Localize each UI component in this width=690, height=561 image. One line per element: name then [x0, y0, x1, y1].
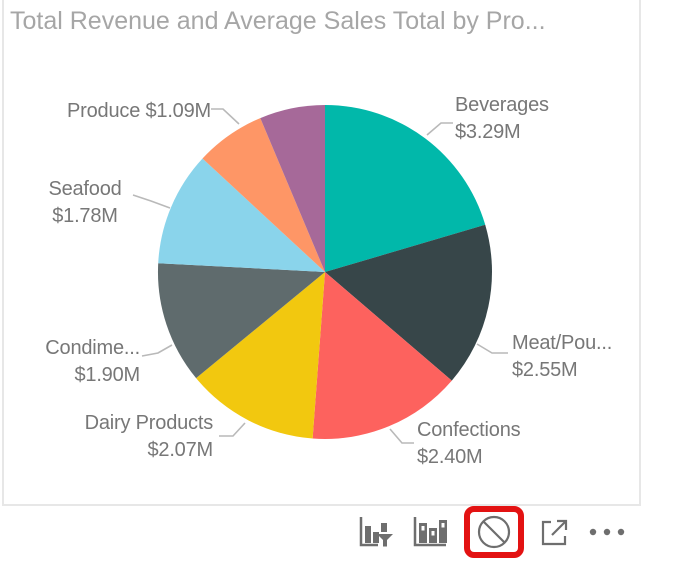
pie-label-dairy-products: Dairy Products $2.07M [84, 410, 214, 464]
visual-title: Total Revenue and Average Sales Total by… [10, 7, 546, 35]
pie-label-beverages: Beverages $3.29M [455, 92, 549, 146]
pie-slice-confections[interactable] [312, 272, 452, 439]
highlight-box [464, 506, 524, 558]
drill-filter-icon[interactable] [356, 514, 396, 550]
pie-slice-meat-pou[interactable] [325, 224, 492, 381]
pie-label-value: $1.09M [145, 100, 211, 122]
pie-label-condime: Condime... $1.90M [45, 335, 140, 389]
pie-label-value: $2.40M [417, 446, 483, 468]
pie-label-category: Condime... [45, 337, 140, 359]
pie-label-value: $2.55M [512, 359, 578, 381]
visual-hover-toolbar [356, 505, 628, 559]
pie-label-value: $3.29M [455, 121, 521, 143]
pie-slice-unlabeled[interactable] [260, 105, 325, 272]
pie-label-category: Confections [417, 419, 521, 441]
pie-label-value: $1.90M [74, 364, 140, 386]
pie-label-category: Beverages [455, 94, 549, 116]
leader-line-confections [389, 428, 414, 444]
pie-label-category: Produce [67, 100, 141, 122]
prohibited-icon[interactable] [476, 514, 512, 550]
pie-slice-produce[interactable] [202, 118, 326, 272]
focus-mode-icon[interactable] [538, 515, 572, 549]
pie-label-produce: Produce $1.09M [67, 98, 211, 125]
show-data-icon[interactable] [410, 514, 450, 550]
pie-slice-seafood[interactable] [158, 158, 325, 273]
pie-label-value: $2.07M [147, 439, 213, 461]
pie-label-category: Meat/Pou... [512, 332, 613, 354]
pie-slice-beverages[interactable] [325, 105, 486, 272]
pie-label-meat-pou: Meat/Pou... $2.55M [512, 330, 612, 384]
leader-line-condiments [141, 344, 173, 357]
pie-label-category: Seafood [48, 178, 122, 200]
leader-line-beverages [426, 122, 453, 136]
more-options-icon[interactable] [586, 514, 628, 550]
pie-label-value: $1.78M [52, 205, 118, 227]
leader-line-meat [476, 343, 508, 354]
leader-line-dairy [219, 422, 246, 437]
pie-label-seafood: Seafood $1.78M [25, 176, 145, 230]
pie-label-confections: Confections $2.40M [417, 417, 521, 471]
leader-lines-group [132, 108, 508, 444]
leader-line-seafood [132, 194, 171, 209]
pie-slice-dairy-products[interactable] [196, 272, 325, 439]
leader-line-produce [211, 108, 240, 125]
pie-label-category: Dairy Products [84, 412, 214, 434]
pie-slice-condime[interactable] [157, 263, 325, 379]
pie-slices-group [157, 105, 492, 439]
